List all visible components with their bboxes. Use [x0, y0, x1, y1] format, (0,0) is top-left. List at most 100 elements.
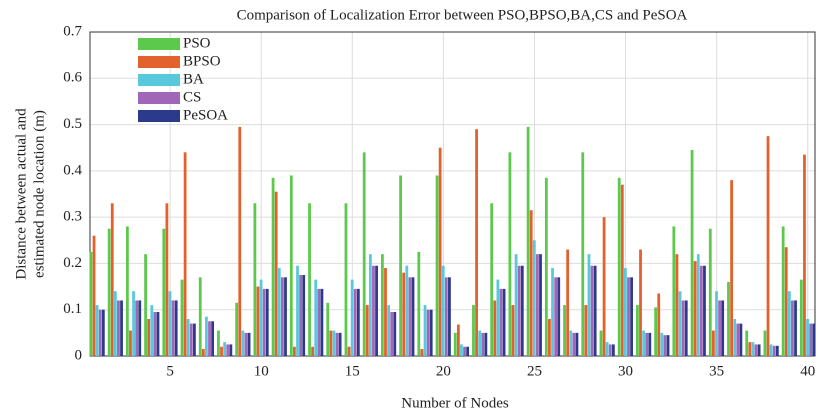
bar — [344, 203, 348, 356]
bar — [672, 226, 676, 356]
bar — [368, 254, 372, 356]
bar — [678, 291, 682, 356]
bar — [320, 288, 324, 356]
bar — [362, 152, 366, 356]
bar — [171, 300, 175, 356]
bar — [575, 332, 579, 356]
bar — [453, 332, 457, 356]
bar — [89, 251, 93, 356]
bar — [448, 277, 451, 356]
bar — [624, 268, 627, 356]
bar — [602, 217, 606, 356]
bar — [365, 305, 369, 356]
bar — [696, 254, 700, 356]
bar — [429, 309, 433, 356]
bar — [420, 349, 424, 356]
bar — [280, 277, 284, 356]
bar — [660, 332, 664, 356]
bar — [393, 312, 397, 356]
bar — [356, 288, 360, 356]
bar — [183, 152, 187, 356]
bar — [496, 279, 500, 356]
bar — [463, 346, 466, 356]
bar — [350, 279, 354, 356]
bar — [426, 309, 430, 356]
y-tick-label: 0 — [75, 347, 83, 363]
bar — [435, 175, 439, 356]
bar — [766, 136, 770, 356]
bar — [690, 150, 694, 356]
bar — [335, 332, 339, 356]
bar — [107, 228, 111, 356]
x-tick-label: 5 — [166, 363, 174, 379]
bar — [772, 345, 776, 356]
bar — [627, 277, 630, 356]
legend-swatch — [138, 110, 180, 122]
bar — [441, 265, 445, 356]
bar — [781, 226, 785, 356]
bar — [423, 305, 427, 356]
bar — [205, 316, 208, 356]
bar — [642, 330, 646, 356]
bar — [271, 177, 275, 356]
legend-label: PeSOA — [183, 107, 228, 123]
bar — [256, 286, 260, 356]
bar — [517, 265, 521, 356]
bar — [666, 335, 670, 356]
bar — [408, 277, 412, 356]
bar — [162, 228, 166, 356]
bar — [129, 330, 132, 356]
bar — [569, 330, 573, 356]
bar — [809, 323, 813, 356]
bar — [156, 312, 160, 356]
bar — [475, 129, 478, 356]
bar — [611, 344, 615, 356]
legend-swatch — [138, 74, 180, 86]
bar — [390, 312, 394, 356]
bar — [165, 203, 169, 356]
legend-swatch — [138, 92, 180, 104]
x-tick-label: 25 — [527, 363, 542, 379]
bar — [703, 265, 706, 356]
y-tick-label: 0.4 — [63, 162, 82, 178]
legend-swatch — [138, 56, 180, 68]
bar — [168, 291, 172, 356]
x-tick-label: 20 — [436, 363, 451, 379]
bar — [736, 323, 740, 356]
bar — [201, 349, 205, 356]
bar — [511, 305, 515, 356]
bar — [384, 268, 387, 356]
bar — [381, 254, 384, 356]
x-tick-label: 40 — [800, 363, 815, 379]
bar — [338, 332, 342, 356]
bar — [284, 277, 287, 356]
bar — [684, 300, 688, 356]
bar — [526, 126, 530, 356]
bar — [721, 300, 725, 356]
bar — [733, 318, 737, 356]
bar — [639, 249, 642, 356]
bar — [208, 321, 211, 356]
bar — [675, 254, 679, 356]
bar — [794, 300, 797, 356]
bar — [587, 254, 591, 356]
bar — [630, 277, 633, 356]
bar — [557, 277, 561, 356]
bar — [520, 265, 524, 356]
bar — [259, 279, 263, 356]
bar — [314, 279, 318, 356]
bar — [490, 203, 494, 356]
bar — [399, 175, 403, 356]
bar — [101, 309, 105, 356]
plot-frame — [89, 31, 816, 357]
bar — [748, 342, 752, 356]
bar — [493, 300, 497, 356]
bar — [117, 300, 120, 356]
bar — [238, 126, 242, 356]
bar — [125, 226, 129, 356]
bar — [648, 332, 652, 356]
bar — [739, 323, 743, 356]
bar — [727, 281, 730, 356]
bar — [277, 268, 281, 356]
